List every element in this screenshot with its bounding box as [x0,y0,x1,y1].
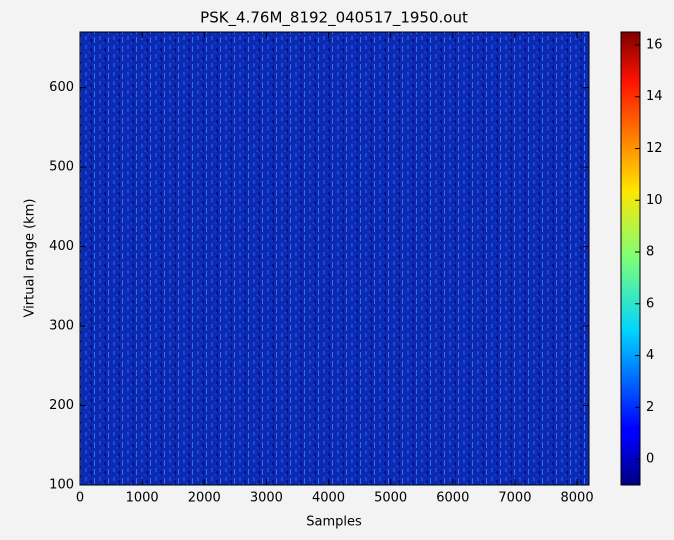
x-tick-label: 3000 [250,491,283,506]
colorbar-tick-label: 6 [646,296,654,311]
y-tick-label: 100 [49,478,74,493]
y-tick-label: 600 [49,80,74,95]
x-tick-label: 8000 [561,491,594,506]
y-axis-label: Virtual range (km) [23,199,38,318]
x-tick-label: 2000 [188,491,221,506]
x-tick-label: 7000 [498,491,531,506]
y-tick-label: 500 [49,160,74,175]
colorbar-tick-label: 4 [646,348,654,363]
colorbar-tick-label: 8 [646,245,654,260]
colorbar-tick-label: 16 [646,37,663,52]
y-tick-label: 400 [49,239,74,254]
plot-frame [79,31,590,486]
x-axis-label: Samples [306,515,362,530]
y-tick-label: 200 [49,398,74,413]
colorbar-tick-label: 0 [646,452,654,467]
x-tick-label: 5000 [374,491,407,506]
x-tick-label: 6000 [436,491,469,506]
colorbar-tick-label: 10 [646,193,663,208]
colorbar-tick-label: 2 [646,400,654,415]
colorbar [620,31,641,486]
y-tick-label: 300 [49,319,74,334]
colorbar-tick-label: 12 [646,141,663,156]
x-tick-label: 4000 [312,491,345,506]
x-tick-label: 1000 [126,491,159,506]
colorbar-tick-label: 14 [646,89,663,104]
x-tick-label: 0 [76,491,84,506]
chart-title: PSK_4.76M_8192_040517_1950.out [200,9,468,28]
heatmap-image [80,32,589,485]
